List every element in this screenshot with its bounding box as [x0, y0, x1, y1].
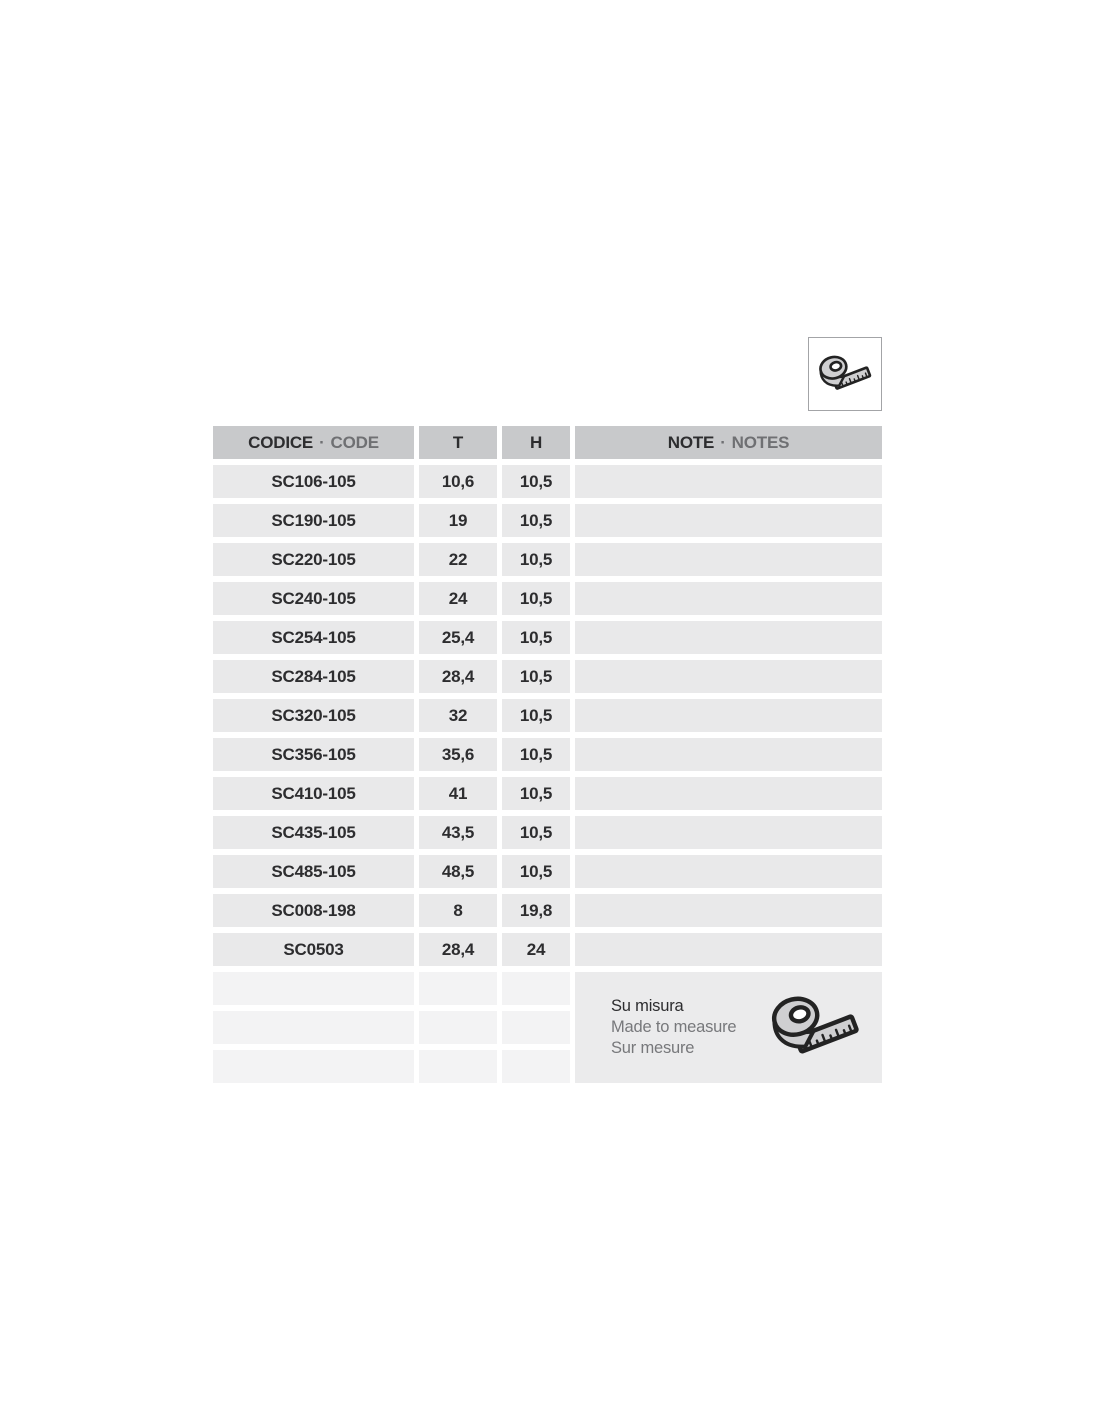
measuring-tape-icon-box — [808, 337, 882, 411]
row-t-cell: 43,5 — [419, 816, 497, 849]
row-t-cell: 32 — [419, 699, 497, 732]
row-t-cell: 41 — [419, 777, 497, 810]
empty-code-cell — [213, 972, 414, 1005]
row-code-cell: SC240-105 — [213, 582, 414, 615]
row-h-cell: 10,5 — [502, 777, 570, 810]
row-note-cell — [575, 816, 882, 849]
empty-code-cell — [213, 1011, 414, 1044]
row-code-cell: SC190-105 — [213, 504, 414, 537]
header-separator-dot: · — [319, 432, 325, 452]
row-t-cell: 24 — [419, 582, 497, 615]
row-note-cell — [575, 699, 882, 732]
row-t-cell: 35,6 — [419, 738, 497, 771]
row-h-cell: 10,5 — [502, 699, 570, 732]
row-h-cell: 10,5 — [502, 465, 570, 498]
row-t-cell: 10,6 — [419, 465, 497, 498]
empty-h-cell — [502, 972, 570, 1005]
column-header-codice-secondary: CODE — [330, 432, 380, 452]
row-code-cell: SC356-105 — [213, 738, 414, 771]
row-code-cell: SC220-105 — [213, 543, 414, 576]
row-note-cell — [575, 504, 882, 537]
row-note-cell — [575, 777, 882, 810]
empty-h-cell — [502, 1011, 570, 1044]
row-code-cell: SC320-105 — [213, 699, 414, 732]
made-to-measure-text: Su misura Made to measure Sur mesure — [611, 996, 737, 1059]
row-note-cell — [575, 621, 882, 654]
row-note-cell — [575, 543, 882, 576]
row-note-cell — [575, 855, 882, 888]
row-h-cell: 10,5 — [502, 816, 570, 849]
measuring-tape-icon — [766, 991, 864, 1065]
empty-t-cell — [419, 1011, 497, 1044]
made-to-measure-line-fr: Sur mesure — [611, 1039, 695, 1057]
row-note-cell — [575, 582, 882, 615]
row-code-cell: SC284-105 — [213, 660, 414, 693]
row-t-cell: 8 — [419, 894, 497, 927]
column-header-t: T — [419, 426, 497, 459]
row-h-cell: 19,8 — [502, 894, 570, 927]
column-header-codice-primary: CODICE — [248, 432, 314, 452]
row-h-cell: 10,5 — [502, 582, 570, 615]
column-header-codice: CODICE · CODE — [213, 426, 414, 459]
column-header-t-label: T — [452, 432, 464, 452]
empty-h-cell — [502, 1050, 570, 1083]
column-header-note: NOTE · NOTES — [575, 426, 882, 459]
row-note-cell — [575, 465, 882, 498]
row-code-cell: SC0503 — [213, 933, 414, 966]
made-to-measure-note: Su misura Made to measure Sur mesure — [575, 972, 882, 1083]
row-t-cell: 22 — [419, 543, 497, 576]
row-t-cell: 25,4 — [419, 621, 497, 654]
row-code-cell: SC485-105 — [213, 855, 414, 888]
row-t-cell: 28,4 — [419, 933, 497, 966]
empty-t-cell — [419, 972, 497, 1005]
row-t-cell: 28,4 — [419, 660, 497, 693]
row-note-cell — [575, 894, 882, 927]
column-header-h: H — [502, 426, 570, 459]
column-header-note-primary: NOTE — [667, 432, 715, 452]
made-to-measure-line-it: Su misura — [611, 997, 684, 1015]
row-h-cell: 10,5 — [502, 621, 570, 654]
row-h-cell: 10,5 — [502, 738, 570, 771]
row-code-cell: SC008-198 — [213, 894, 414, 927]
row-note-cell — [575, 660, 882, 693]
empty-t-cell — [419, 1050, 497, 1083]
product-spec-table: CODICE · CODE T H NOTE · NOTES Su misura… — [213, 426, 882, 1083]
row-note-cell — [575, 738, 882, 771]
row-h-cell: 10,5 — [502, 660, 570, 693]
row-t-cell: 48,5 — [419, 855, 497, 888]
empty-code-cell — [213, 1050, 414, 1083]
row-t-cell: 19 — [419, 504, 497, 537]
row-code-cell: SC435-105 — [213, 816, 414, 849]
column-header-note-secondary: NOTES — [731, 432, 790, 452]
row-h-cell: 10,5 — [502, 504, 570, 537]
row-h-cell: 10,5 — [502, 855, 570, 888]
row-h-cell: 24 — [502, 933, 570, 966]
row-note-cell — [575, 933, 882, 966]
header-separator-dot: · — [720, 432, 726, 452]
row-code-cell: SC106-105 — [213, 465, 414, 498]
row-code-cell: SC254-105 — [213, 621, 414, 654]
measuring-tape-icon — [816, 352, 874, 397]
row-code-cell: SC410-105 — [213, 777, 414, 810]
row-h-cell: 10,5 — [502, 543, 570, 576]
column-header-h-label: H — [529, 432, 543, 452]
made-to-measure-line-en: Made to measure — [611, 1018, 737, 1036]
